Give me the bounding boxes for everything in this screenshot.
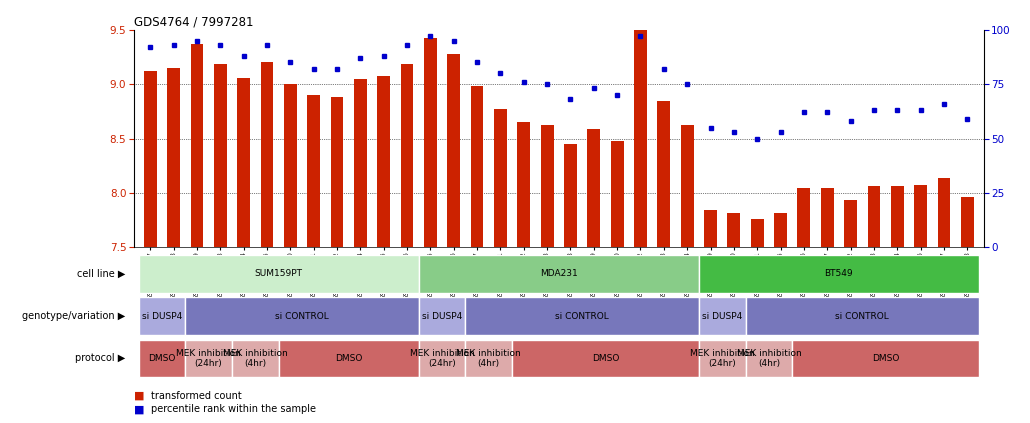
Text: DMSO: DMSO (872, 354, 899, 363)
Text: si DUSP4: si DUSP4 (422, 312, 462, 321)
Bar (681, 126, 693, 247)
Text: ■: ■ (134, 390, 144, 401)
Text: MEK inhibition
(4hr): MEK inhibition (4hr) (736, 349, 801, 368)
Bar (634, 30, 647, 247)
Text: MEK inhibition
(24hr): MEK inhibition (24hr) (176, 349, 241, 368)
Text: cell line ▶: cell line ▶ (77, 269, 126, 279)
Text: genotype/variation ▶: genotype/variation ▶ (23, 311, 126, 321)
Text: percentile rank within the sample: percentile rank within the sample (151, 404, 316, 415)
Text: BT549: BT549 (825, 269, 853, 278)
Bar (611, 141, 623, 247)
Bar (185, 297, 419, 335)
Bar (698, 297, 746, 335)
Text: MEK inhibition
(4hr): MEK inhibition (4hr) (456, 349, 521, 368)
Text: DMSO: DMSO (592, 354, 619, 363)
Bar (792, 340, 978, 377)
Bar (517, 122, 530, 247)
Bar (587, 129, 600, 247)
Bar (447, 54, 460, 247)
Bar (279, 340, 419, 377)
Text: transformed count: transformed count (151, 390, 242, 401)
Text: MEK inhibition
(24hr): MEK inhibition (24hr) (410, 349, 475, 368)
Text: ■: ■ (134, 404, 144, 415)
Bar (185, 340, 232, 377)
Bar (727, 213, 741, 247)
Bar (401, 64, 413, 247)
Bar (466, 340, 512, 377)
Text: si CONTROL: si CONTROL (835, 312, 889, 321)
Bar (867, 187, 881, 247)
Bar (961, 198, 973, 247)
Bar (937, 178, 951, 247)
Bar (512, 340, 698, 377)
Bar (419, 340, 466, 377)
Bar (915, 185, 927, 247)
Bar (139, 340, 185, 377)
Bar (541, 126, 553, 247)
Bar (424, 38, 437, 247)
Bar (471, 86, 483, 247)
Bar (564, 144, 577, 247)
Bar (144, 71, 157, 247)
Text: si DUSP4: si DUSP4 (702, 312, 743, 321)
Bar (775, 213, 787, 247)
Bar (891, 187, 903, 247)
Bar (746, 340, 792, 377)
Text: GDS4764 / 7997281: GDS4764 / 7997281 (134, 16, 253, 28)
Bar (746, 297, 978, 335)
Bar (698, 255, 978, 293)
Bar (377, 77, 390, 247)
Bar (232, 340, 279, 377)
Bar (284, 84, 297, 247)
Bar (307, 95, 320, 247)
Bar (419, 297, 466, 335)
Bar (331, 97, 343, 247)
Text: MEK inhibition
(24hr): MEK inhibition (24hr) (690, 349, 755, 368)
Bar (139, 297, 185, 335)
Text: MEK inhibition
(4hr): MEK inhibition (4hr) (222, 349, 287, 368)
Bar (845, 200, 857, 247)
Bar (466, 297, 698, 335)
Text: protocol ▶: protocol ▶ (75, 354, 126, 363)
Bar (657, 102, 671, 247)
Bar (419, 255, 698, 293)
Text: si DUSP4: si DUSP4 (142, 312, 182, 321)
Bar (705, 210, 717, 247)
Bar (354, 79, 367, 247)
Bar (698, 340, 746, 377)
Bar (751, 219, 763, 247)
Text: MDA231: MDA231 (540, 269, 578, 278)
Bar (214, 64, 227, 247)
Bar (237, 77, 250, 247)
Bar (191, 44, 203, 247)
Bar (167, 68, 180, 247)
Bar (494, 109, 507, 247)
Bar (797, 187, 811, 247)
Bar (261, 62, 273, 247)
Text: DMSO: DMSO (148, 354, 175, 363)
Text: si CONTROL: si CONTROL (555, 312, 609, 321)
Bar (139, 255, 419, 293)
Text: DMSO: DMSO (335, 354, 363, 363)
Text: si CONTROL: si CONTROL (275, 312, 329, 321)
Text: SUM159PT: SUM159PT (254, 269, 303, 278)
Bar (821, 187, 833, 247)
